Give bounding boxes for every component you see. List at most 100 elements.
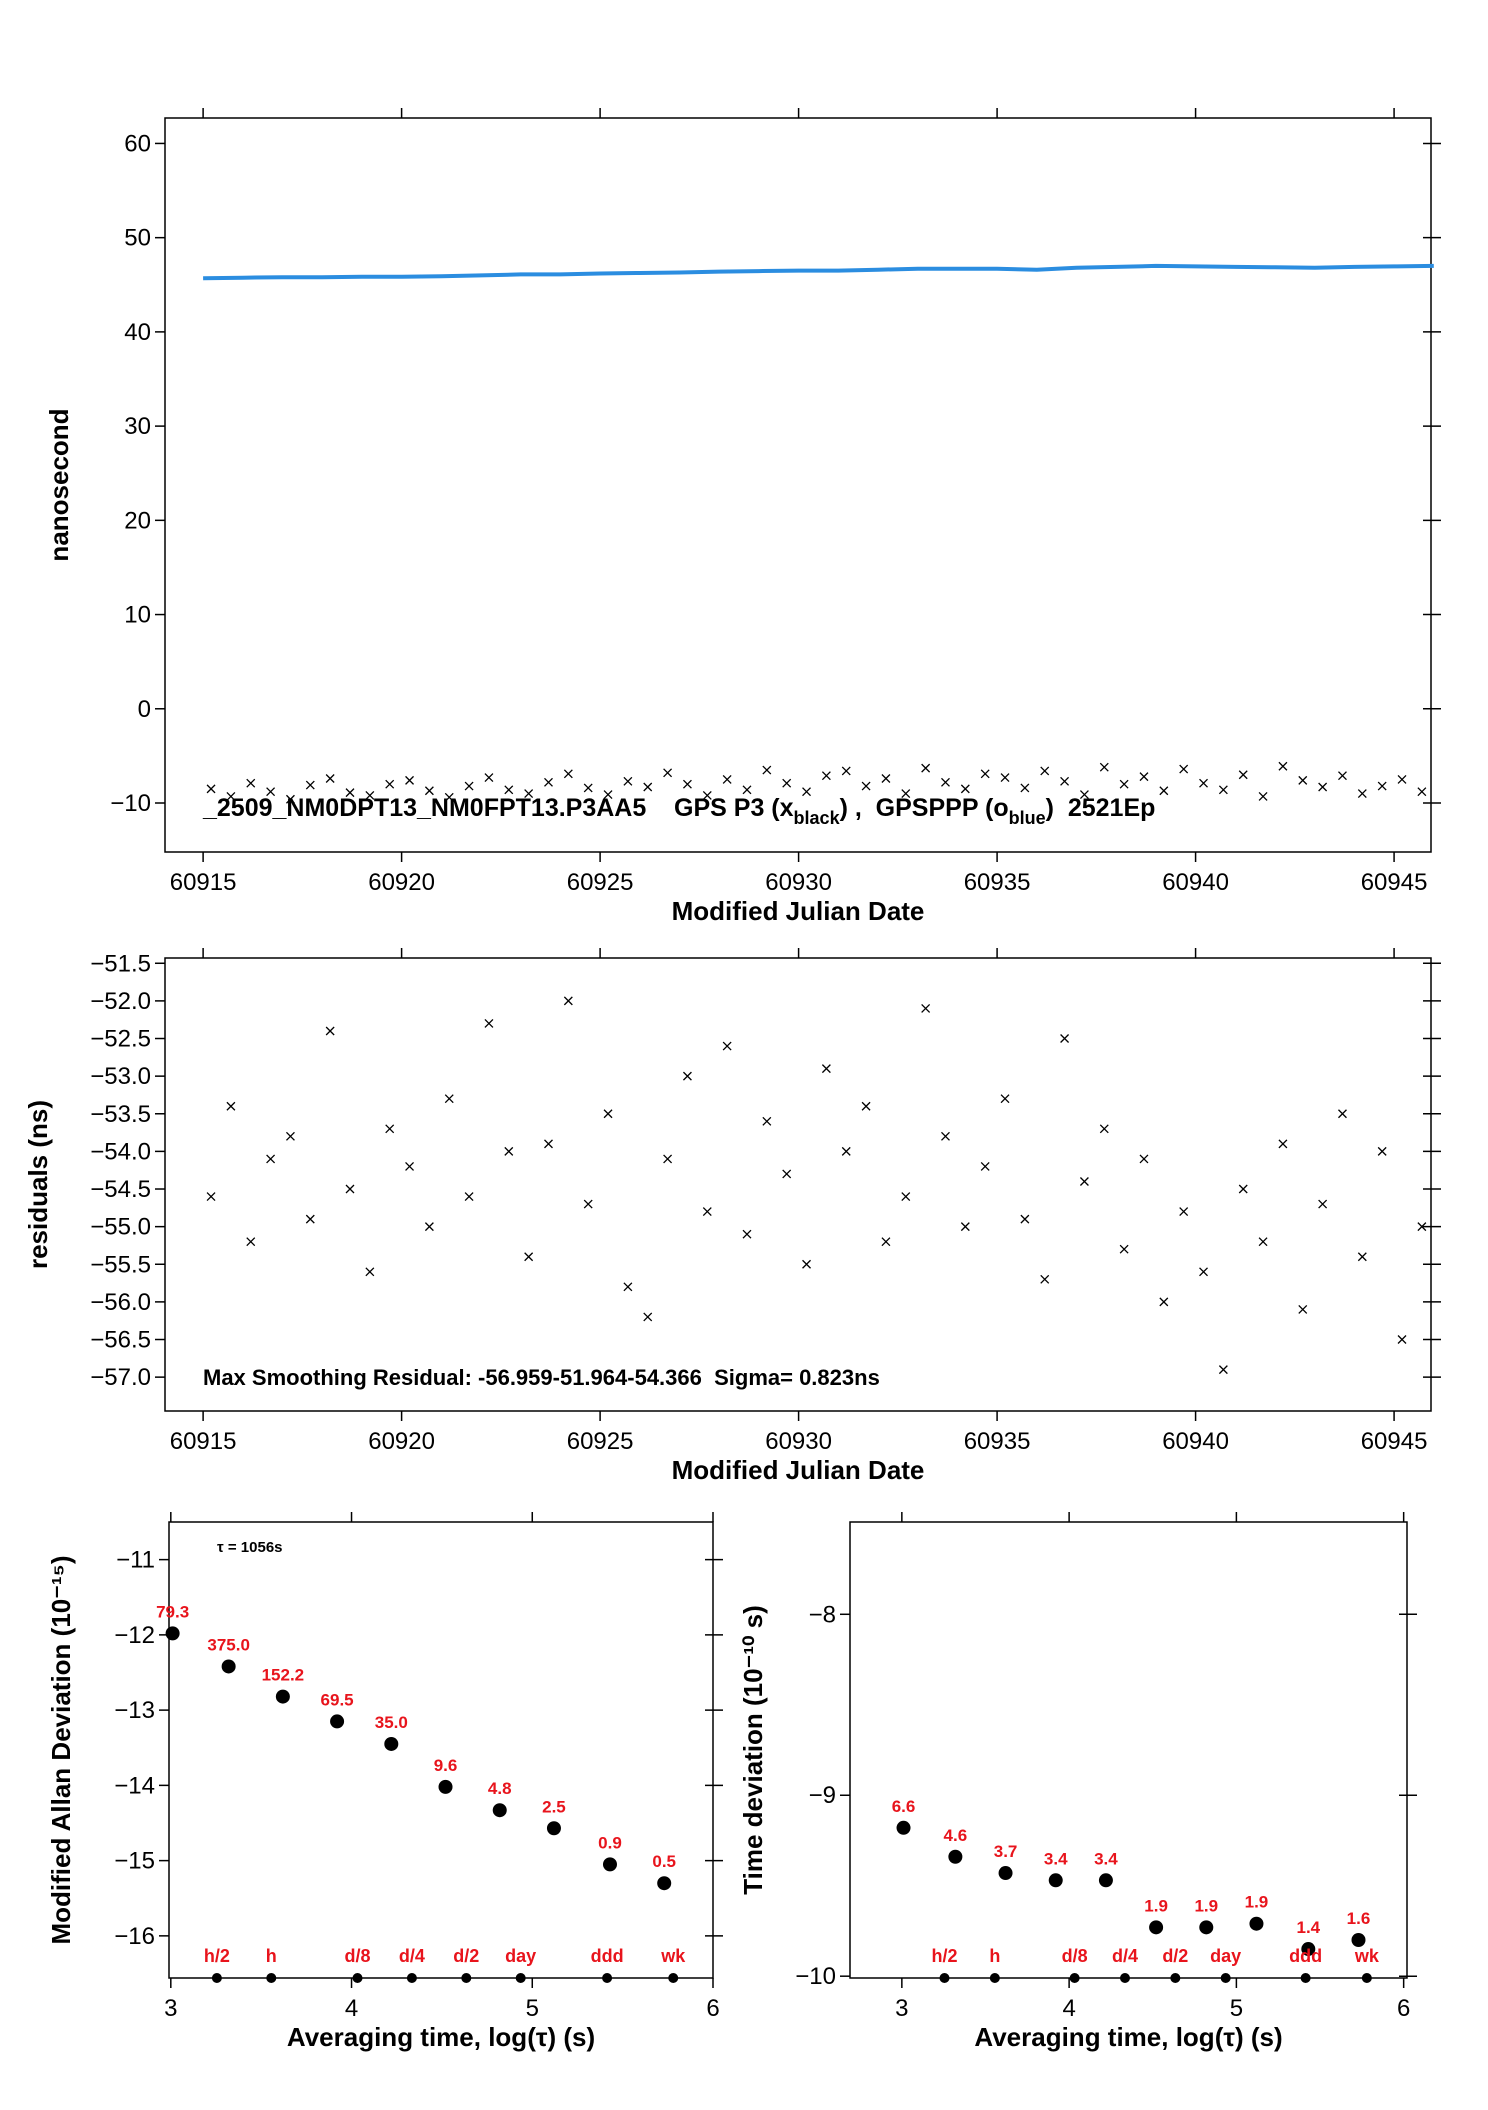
y-tick-label: −54.5 — [90, 1176, 151, 1203]
data-point — [1397, 774, 1407, 784]
point-label: 4.8 — [488, 1779, 512, 1798]
scale-mark — [1300, 1973, 1311, 1983]
data-point — [325, 1026, 335, 1036]
point-label: 1.9 — [1194, 1896, 1218, 1915]
data-point — [1199, 778, 1208, 788]
x-tick-label: 5 — [526, 1995, 539, 2022]
point-label: 3.7 — [994, 1842, 1018, 1861]
data-point — [821, 771, 831, 781]
data-point — [663, 768, 673, 778]
x-tick-label: 60935 — [964, 1428, 1031, 1455]
data-point — [492, 1803, 507, 1818]
data-point — [1199, 1267, 1208, 1277]
x-tick-label: 60930 — [765, 869, 832, 896]
point-label: 152.2 — [262, 1666, 305, 1685]
point-label: 2.5 — [542, 1797, 566, 1816]
data-point — [504, 1146, 514, 1156]
annotation-part: ) , GPSPPP (o — [840, 794, 1009, 822]
data-point — [742, 1229, 752, 1239]
data-point — [524, 789, 534, 799]
data-point — [1278, 761, 1288, 771]
data-point — [821, 1064, 831, 1074]
data-point — [1000, 1094, 1010, 1104]
x-tick-label: 6 — [706, 1995, 719, 2022]
scale-mark-label: h/2 — [931, 1946, 957, 1966]
data-point — [603, 790, 613, 799]
data-point — [438, 1779, 453, 1794]
x-tick-label: 60940 — [1162, 1428, 1229, 1455]
data-point — [643, 782, 653, 792]
data-point — [1218, 1365, 1228, 1375]
data-point — [1000, 773, 1010, 783]
data-point — [1249, 1916, 1264, 1931]
data-point — [226, 1101, 236, 1111]
data-point — [960, 784, 970, 794]
x-axis-label: Averaging time, log(τ) (s) — [287, 2022, 595, 2052]
data-point — [221, 1659, 236, 1674]
y-tick-label: −55.0 — [90, 1214, 151, 1241]
data-point — [762, 1116, 772, 1126]
data-point — [345, 1184, 355, 1194]
scale-mark-label: wk — [1354, 1946, 1380, 1966]
data-point — [305, 1214, 315, 1224]
scale-mark — [515, 1973, 526, 1983]
y-tick-label: −56.0 — [90, 1289, 151, 1316]
data-point — [546, 1821, 561, 1836]
data-point — [1199, 1920, 1214, 1935]
point-label: 1.4 — [1296, 1918, 1320, 1937]
y-tick-label: −52.0 — [90, 988, 151, 1015]
point-label: 3.4 — [1044, 1849, 1068, 1868]
y-tick-label: 40 — [124, 319, 151, 346]
scale-mark — [266, 1973, 277, 1983]
data-point — [1060, 1034, 1070, 1043]
data-point — [444, 1094, 454, 1104]
data-point — [643, 1312, 653, 1322]
plot-frame — [849, 1521, 1408, 1979]
point-label: 0.5 — [652, 1852, 676, 1871]
data-point — [246, 1237, 256, 1247]
scale-mark — [1170, 1973, 1181, 1983]
data-point — [1278, 1139, 1288, 1149]
scale-mark-label: day — [1210, 1946, 1241, 1966]
data-point — [722, 1041, 732, 1051]
x-axis-label: Averaging time, log(τ) (s) — [974, 2022, 1282, 2052]
x-tick-label: 3 — [895, 1995, 908, 2022]
data-point — [1218, 785, 1228, 795]
point-label: 4.6 — [944, 1826, 968, 1845]
point-label: 1.9 — [1245, 1893, 1269, 1912]
data-point — [405, 1161, 415, 1171]
data-point — [1338, 771, 1347, 781]
data-point — [1179, 764, 1189, 774]
data-point — [384, 1736, 399, 1751]
data-point — [285, 794, 295, 804]
data-point — [1040, 1274, 1050, 1284]
data-point — [266, 787, 276, 797]
data-point — [881, 774, 891, 783]
data-point — [841, 1146, 851, 1156]
y-tick-label: 20 — [124, 507, 151, 534]
x-tick-label: 4 — [345, 1995, 358, 2022]
data-point — [206, 784, 216, 794]
data-point — [762, 765, 772, 775]
data-point — [444, 792, 454, 802]
scale-mark — [1069, 1973, 1080, 1983]
plot-frame — [168, 1521, 714, 1979]
data-point — [948, 1849, 963, 1864]
data-point — [1139, 772, 1149, 782]
data-point — [544, 777, 553, 787]
x-tick-label: 60920 — [368, 1428, 435, 1455]
data-point — [1397, 1335, 1407, 1344]
data-point — [1139, 1154, 1149, 1164]
scale-mark-label: d/8 — [1062, 1946, 1088, 1966]
data-point — [563, 996, 573, 1006]
point-label: 1.6 — [1347, 1909, 1371, 1928]
data-point — [1417, 787, 1427, 797]
data-point — [405, 775, 415, 785]
scale-mark-label: h — [266, 1946, 277, 1966]
data-point — [484, 773, 494, 783]
y-tick-label: 60 — [124, 130, 151, 157]
point-label: 9.6 — [434, 1756, 458, 1775]
data-point — [1099, 762, 1109, 772]
y-axis-label: Time deviation (10⁻¹⁰ s) — [738, 1605, 768, 1895]
data-point — [206, 1192, 216, 1201]
